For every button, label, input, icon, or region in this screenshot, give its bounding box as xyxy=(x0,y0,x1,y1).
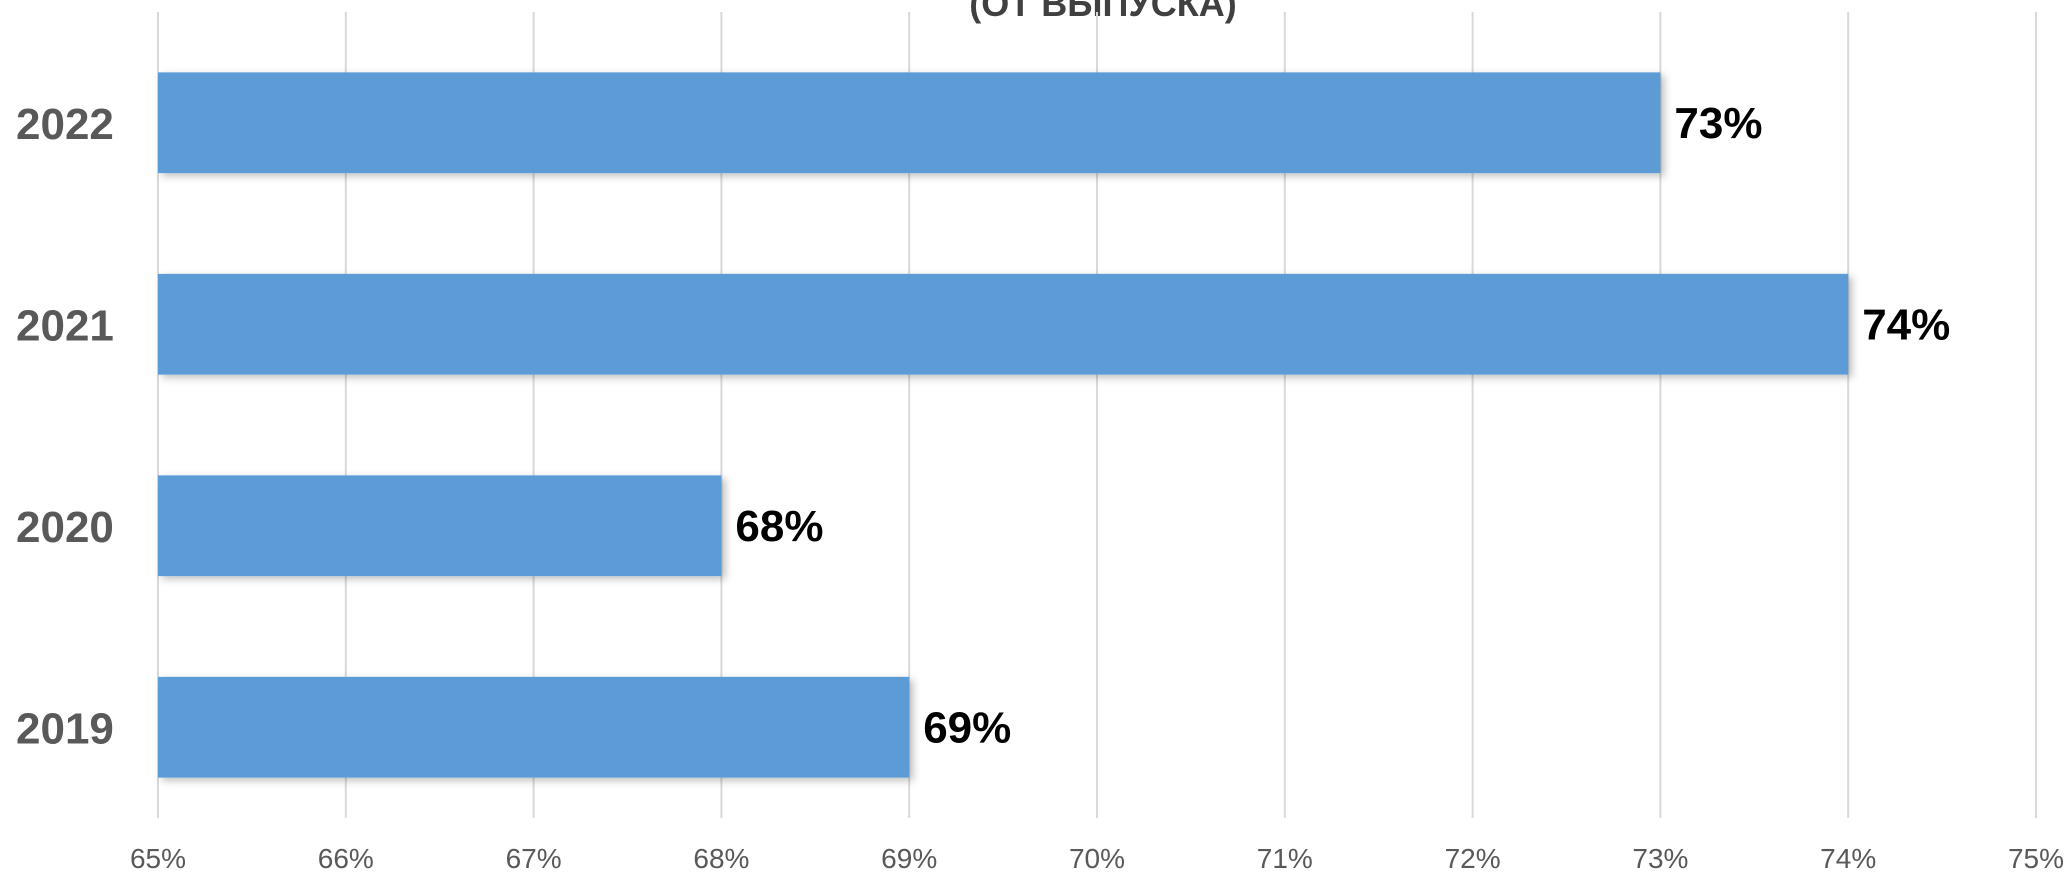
bar-2022 xyxy=(158,72,1661,174)
x-tick-label: 65% xyxy=(130,843,186,874)
x-tick-label: 68% xyxy=(693,843,749,874)
chart-title: (ОТ ВЫПУСКА) xyxy=(969,0,1236,24)
x-tick-label: 67% xyxy=(506,843,562,874)
data-label-2019: 69% xyxy=(923,703,1011,752)
data-labels: 73% 74% 68% 69% xyxy=(735,99,1950,753)
x-tick-label: 66% xyxy=(318,843,374,874)
data-label-2020: 68% xyxy=(735,502,823,551)
x-tick-label: 72% xyxy=(1445,843,1501,874)
x-tick-label: 69% xyxy=(881,843,937,874)
x-tick-label: 70% xyxy=(1069,843,1125,874)
data-label-2022: 73% xyxy=(1674,99,1762,148)
x-tick-label: 71% xyxy=(1257,843,1313,874)
category-label-2019: 2019 xyxy=(16,704,114,753)
x-tick-label: 74% xyxy=(1820,843,1876,874)
x-axis-tick-labels: 65% 66% 67% 68% 69% 70% 71% 72% 73% 74% 75% xyxy=(130,843,2064,874)
category-labels: 2022 2021 2020 2019 xyxy=(16,100,114,754)
bar-2021 xyxy=(158,273,1849,375)
x-tick-label: 75% xyxy=(2008,843,2064,874)
category-label-2021: 2021 xyxy=(16,301,114,350)
bar-2020 xyxy=(158,475,722,577)
data-label-2021: 74% xyxy=(1862,300,1950,349)
x-tick-label: 73% xyxy=(1632,843,1688,874)
category-label-2022: 2022 xyxy=(16,100,114,149)
category-label-2020: 2020 xyxy=(16,503,114,552)
bars xyxy=(158,72,1849,778)
bar-2019 xyxy=(158,676,910,778)
